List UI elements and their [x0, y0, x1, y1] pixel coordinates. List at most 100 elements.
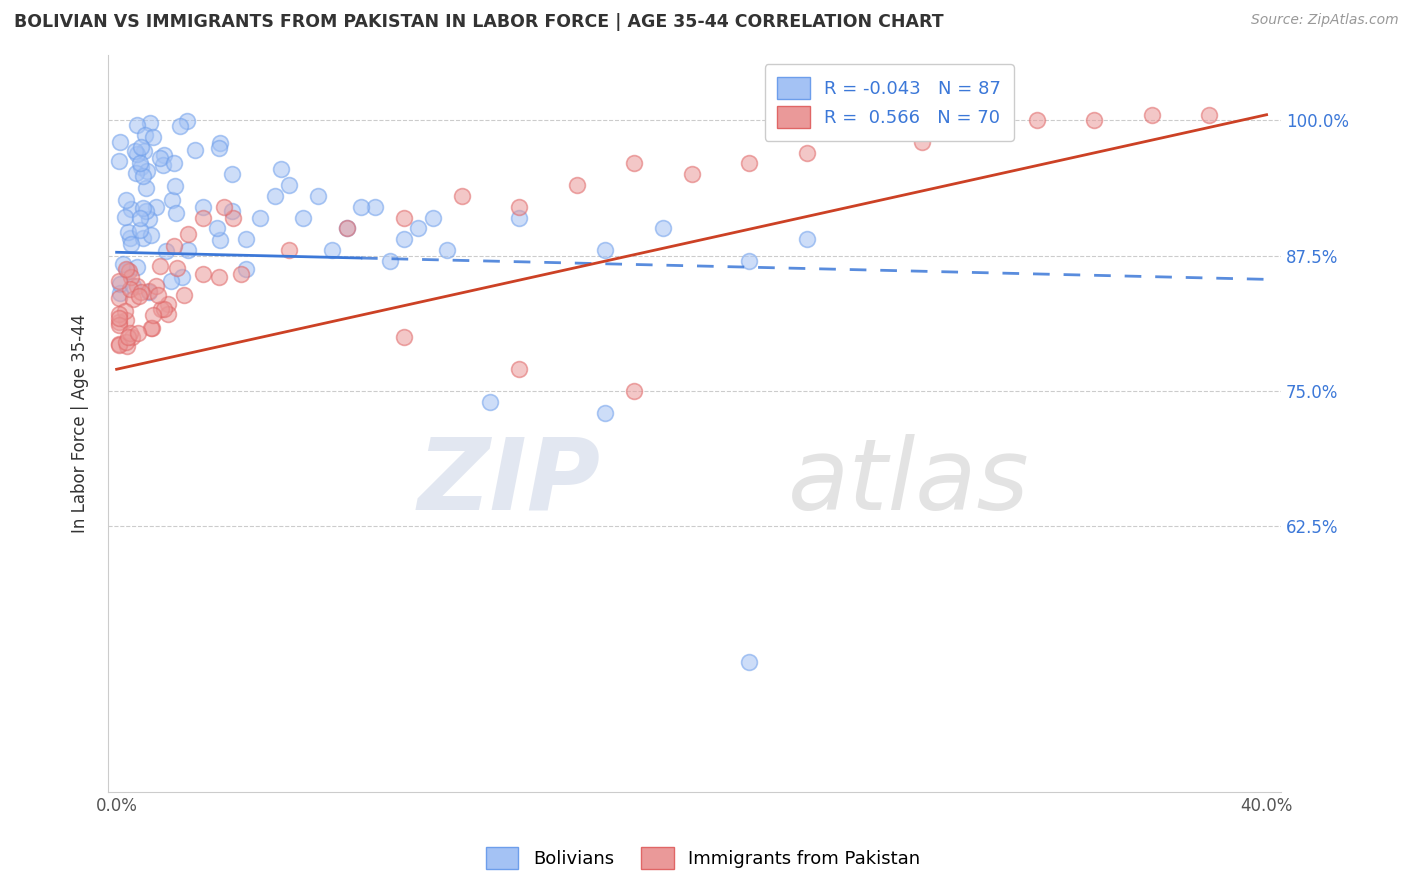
Point [108, 274, 131, 288]
Point [1025, 113, 1047, 128]
Point [114, 210, 136, 224]
Point [249, 211, 271, 225]
Point [738, 254, 761, 268]
Point [212, 200, 235, 214]
Point [108, 153, 131, 168]
Point [115, 193, 138, 207]
Point [152, 158, 174, 172]
Point [120, 231, 142, 245]
Point [170, 269, 193, 284]
Point [121, 329, 143, 343]
Point [307, 189, 329, 203]
Point [263, 189, 285, 203]
Point [115, 339, 138, 353]
Point [139, 116, 162, 130]
Point [142, 130, 165, 145]
Point [108, 338, 131, 352]
Point [450, 189, 472, 203]
Point [120, 269, 142, 284]
Point [173, 288, 195, 302]
Point [145, 278, 167, 293]
Point [149, 259, 172, 273]
Point [120, 326, 142, 340]
Point [392, 211, 415, 225]
Point [135, 180, 157, 194]
Point [163, 179, 186, 194]
Point [738, 655, 761, 669]
Point [145, 200, 167, 214]
Point [118, 264, 141, 278]
Point [166, 261, 188, 276]
Point [508, 200, 530, 214]
Point [128, 288, 150, 302]
Point [141, 320, 163, 334]
Point [108, 277, 131, 291]
Point [125, 147, 148, 161]
Point [149, 151, 172, 165]
Point [157, 307, 180, 321]
Legend: R = -0.043   N = 87, R =  0.566   N = 70: R = -0.043 N = 87, R = 0.566 N = 70 [765, 64, 1014, 141]
Point [120, 237, 142, 252]
Point [138, 285, 160, 300]
Point [565, 178, 588, 193]
Point [163, 239, 186, 253]
Point [127, 326, 149, 340]
Point [135, 204, 157, 219]
Point [125, 260, 148, 274]
Point [115, 261, 138, 276]
Point [135, 164, 157, 178]
Point [149, 302, 172, 317]
Point [623, 384, 645, 398]
Point [207, 221, 229, 235]
Point [115, 334, 138, 349]
Point [392, 232, 415, 246]
Point [169, 119, 191, 133]
Point [1198, 108, 1220, 122]
Point [364, 200, 387, 214]
Point [131, 202, 153, 216]
Point [270, 161, 292, 176]
Point [184, 144, 207, 158]
Point [129, 139, 152, 153]
Point [108, 291, 131, 305]
Point [160, 274, 183, 288]
Text: ZIP: ZIP [418, 434, 600, 531]
Point [1140, 108, 1163, 122]
Point [129, 285, 152, 299]
Point [121, 279, 143, 293]
Point [681, 167, 703, 181]
Point [153, 301, 176, 316]
Point [153, 148, 176, 162]
Point [508, 211, 530, 225]
Point [436, 243, 458, 257]
Point [125, 166, 148, 180]
Point [208, 141, 231, 155]
Point [163, 156, 186, 170]
Point [1083, 113, 1105, 128]
Point [336, 221, 359, 235]
Point [208, 269, 231, 284]
Text: atlas: atlas [789, 434, 1031, 531]
Point [131, 231, 153, 245]
Text: Source: ZipAtlas.com: Source: ZipAtlas.com [1251, 13, 1399, 28]
Point [595, 243, 617, 257]
Point [139, 320, 162, 334]
Point [121, 293, 143, 307]
Point [177, 227, 200, 241]
Point [278, 178, 301, 193]
Point [128, 222, 150, 236]
Point [191, 200, 214, 214]
Point [222, 211, 245, 225]
Point [278, 243, 301, 257]
Point [595, 406, 617, 420]
Point [108, 286, 131, 301]
Point [142, 308, 165, 322]
Point [108, 318, 131, 333]
Point [129, 156, 152, 170]
Point [115, 313, 138, 327]
Point [127, 279, 149, 293]
Point [209, 136, 232, 150]
Point [108, 135, 131, 149]
Y-axis label: In Labor Force | Age 35-44: In Labor Force | Age 35-44 [72, 314, 89, 533]
Point [422, 211, 444, 225]
